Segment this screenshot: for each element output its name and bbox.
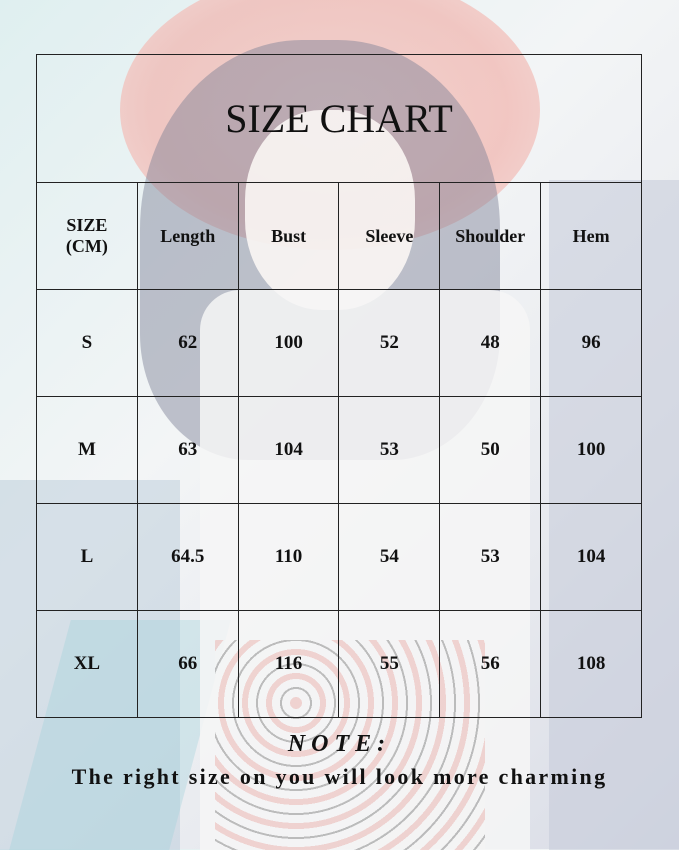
header-length: Length xyxy=(136,182,239,290)
table-row: L 64.5 110 54 53 104 xyxy=(36,503,642,611)
chart-title: SIZE CHART xyxy=(36,54,642,183)
header-hem: Hem xyxy=(540,182,642,290)
header-shoulder: Shoulder xyxy=(439,182,542,290)
cell-length: 62 xyxy=(136,289,239,397)
header-bust: Bust xyxy=(237,182,340,290)
cell-sleeve: 53 xyxy=(338,396,441,504)
cell-length: 63 xyxy=(136,396,239,504)
cell-size: M xyxy=(36,396,138,504)
cell-sleeve: 55 xyxy=(338,610,441,718)
header-size: SIZE (CM) xyxy=(36,182,138,290)
cell-sleeve: 52 xyxy=(338,289,441,397)
cell-bust: 116 xyxy=(237,610,340,718)
cell-shoulder: 48 xyxy=(439,289,542,397)
cell-size: XL xyxy=(36,610,138,718)
cell-sleeve: 54 xyxy=(338,503,441,611)
cell-shoulder: 56 xyxy=(439,610,542,718)
cell-bust: 104 xyxy=(237,396,340,504)
cell-size: S xyxy=(36,289,138,397)
cell-bust: 110 xyxy=(237,503,340,611)
cell-hem: 104 xyxy=(540,503,642,611)
note-text: The right size on you will look more cha… xyxy=(71,764,608,789)
header-sleeve: Sleeve xyxy=(338,182,441,290)
header-row: SIZE (CM) Length Bust Sleeve Shoulder Hem xyxy=(36,182,642,290)
cell-size: L xyxy=(36,503,138,611)
size-chart-table: SIZE CHART SIZE (CM) Length Bust Sleeve S… xyxy=(36,54,642,718)
cell-bust: 100 xyxy=(237,289,340,397)
cell-length: 64.5 xyxy=(136,503,239,611)
cell-shoulder: 53 xyxy=(439,503,542,611)
cell-length: 66 xyxy=(136,610,239,718)
note-title: NOTE: xyxy=(287,731,392,757)
cell-shoulder: 50 xyxy=(439,396,542,504)
table-row: S 62 100 52 48 96 xyxy=(36,289,642,397)
cell-hem: 100 xyxy=(540,396,642,504)
table-row: XL 66 116 55 56 108 xyxy=(36,610,642,718)
cell-hem: 108 xyxy=(540,610,642,718)
table-row: M 63 104 53 50 100 xyxy=(36,396,642,504)
cell-hem: 96 xyxy=(540,289,642,397)
